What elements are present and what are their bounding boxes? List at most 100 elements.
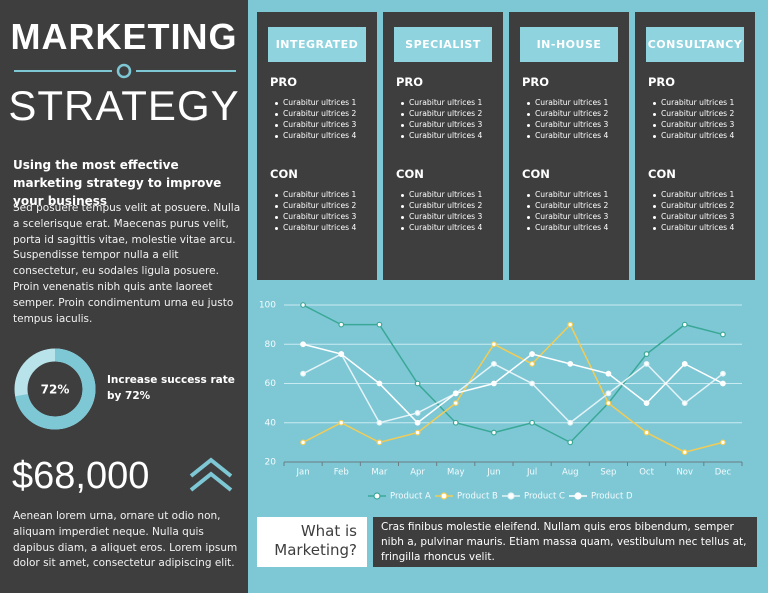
data-point (452, 390, 459, 397)
data-point (300, 370, 306, 377)
pro-heading: PRO (648, 75, 676, 89)
legend-label: Product B (457, 492, 498, 502)
con-item: Curabitur ultrices 2 (526, 201, 609, 210)
data-point (414, 419, 421, 426)
data-point (720, 380, 726, 387)
stat-caption: Increase success rate by 72% (107, 374, 235, 402)
x-tick-label: Mar (371, 468, 388, 478)
pro-item: Curabitur ultrices 3 (652, 120, 735, 129)
legend-label: Product A (390, 492, 431, 502)
card-title: INTEGRATED (268, 27, 366, 62)
con-item: Curabitur ultrices 4 (652, 223, 735, 232)
title: MARKETING (10, 16, 238, 57)
data-point (681, 449, 688, 456)
data-point (567, 360, 574, 367)
pro-item: Curabitur ultrices 3 (526, 120, 609, 129)
x-tick-label: Aug (562, 468, 579, 478)
data-point (338, 351, 345, 357)
x-tick-label: Sep (600, 468, 616, 478)
card: INTEGRATED PRO Curabitur ultrices 1 Curabit… (257, 12, 377, 280)
data-point (300, 439, 306, 446)
data-point (376, 439, 383, 446)
data-point (452, 400, 459, 407)
pro-heading: PRO (396, 75, 424, 89)
donut-arc (14, 348, 96, 430)
data-point (376, 321, 383, 328)
pro-item: Curabitur ultrices 3 (274, 120, 357, 129)
title: STRATEGY (8, 82, 240, 129)
con-item: Curabitur ultrices 3 (652, 212, 735, 221)
data-point (491, 380, 497, 387)
card: CONSULTANCY PRO Curabitur ultrices 1 Curabi… (635, 12, 755, 280)
data-point (414, 380, 421, 387)
x-tick-label: Jan (296, 468, 310, 478)
con-item: Curabitur ultrices 2 (400, 201, 483, 210)
legend-label: Product D (591, 492, 633, 502)
series-line (302, 304, 724, 444)
series-line (302, 353, 724, 424)
data-point (643, 400, 650, 407)
card: IN-HOUSE PRO Curabitur ultrices 1 Curabitur… (509, 12, 629, 280)
data-point (491, 341, 497, 348)
y-tick-label: 100 (259, 301, 276, 311)
con-heading: CON (522, 167, 550, 181)
legend-marker (507, 492, 515, 500)
data-point (529, 360, 535, 367)
con-item: Curabitur ultrices 2 (652, 201, 735, 210)
pro-item: Curabitur ultrices 4 (400, 131, 483, 140)
data-point (338, 419, 345, 426)
legend-label: Product C (524, 492, 565, 502)
data-point (567, 321, 574, 328)
left-panel: MARKETING STRATEGY Using the most effect… (0, 0, 248, 593)
donut: 72% (14, 348, 96, 430)
card: SPECIALIST PRO Curabitur ultrices 1 Curabit… (383, 12, 503, 280)
x-tick-label: Nov (676, 468, 693, 478)
y-tick-label: 80 (265, 340, 277, 350)
pro-heading: PRO (522, 75, 550, 89)
pro-item: Curabitur ultrices 4 (526, 131, 609, 140)
y-tick-label: 20 (265, 458, 277, 468)
donut-label: 72% (41, 383, 70, 397)
con-item: Curabitur ultrices 4 (400, 223, 483, 232)
data-point (681, 360, 688, 367)
subtitle: Using the most effective marketing strat… (13, 158, 222, 208)
legend-marker (574, 492, 582, 500)
pro-item: Curabitur ultrices 1 (274, 98, 357, 107)
legend-marker (440, 492, 448, 500)
con-item: Curabitur ultrices 2 (274, 201, 357, 210)
con-heading: CON (270, 167, 298, 181)
data-point (605, 400, 612, 407)
con-item: Curabitur ultrices 1 (400, 190, 483, 199)
con-item: Curabitur ultrices 1 (652, 190, 735, 199)
data-point (720, 439, 726, 446)
data-point (605, 370, 612, 377)
pro-item: Curabitur ultrices 2 (526, 109, 609, 118)
card-title: CONSULTANCY (646, 27, 744, 62)
x-tick-label: Oct (639, 468, 654, 478)
x-tick-label: Apr (410, 468, 425, 478)
x-tick-label: Dec (715, 468, 732, 478)
paragraph: Sed posuere tempus velit at posuere. Nul… (13, 202, 241, 325)
x-tick-label: Jul (526, 468, 537, 478)
data-point (567, 419, 574, 426)
footer-text: Cras finibus molestie eleifend. Nullam q… (373, 517, 757, 567)
x-tick-label: Feb (334, 468, 349, 478)
x-tick-label: Jun (486, 468, 500, 478)
amount: $68,000 (12, 455, 150, 497)
data-point (681, 321, 688, 328)
data-point (414, 410, 421, 416)
card-title: IN-HOUSE (520, 27, 618, 62)
con-item: Curabitur ultrices 3 (526, 212, 609, 221)
data-point (643, 351, 650, 357)
pro-item: Curabitur ultrices 4 (652, 131, 735, 140)
data-point (300, 302, 306, 308)
paragraph: Aenean lorem urna, ornare ut odio non, a… (13, 510, 238, 570)
con-item: Curabitur ultrices 4 (274, 223, 357, 232)
series-line (302, 323, 724, 453)
con-heading: CON (396, 167, 424, 181)
y-tick-label: 60 (265, 379, 277, 389)
data-point (338, 321, 345, 328)
data-point (414, 429, 421, 436)
data-point (567, 439, 574, 446)
